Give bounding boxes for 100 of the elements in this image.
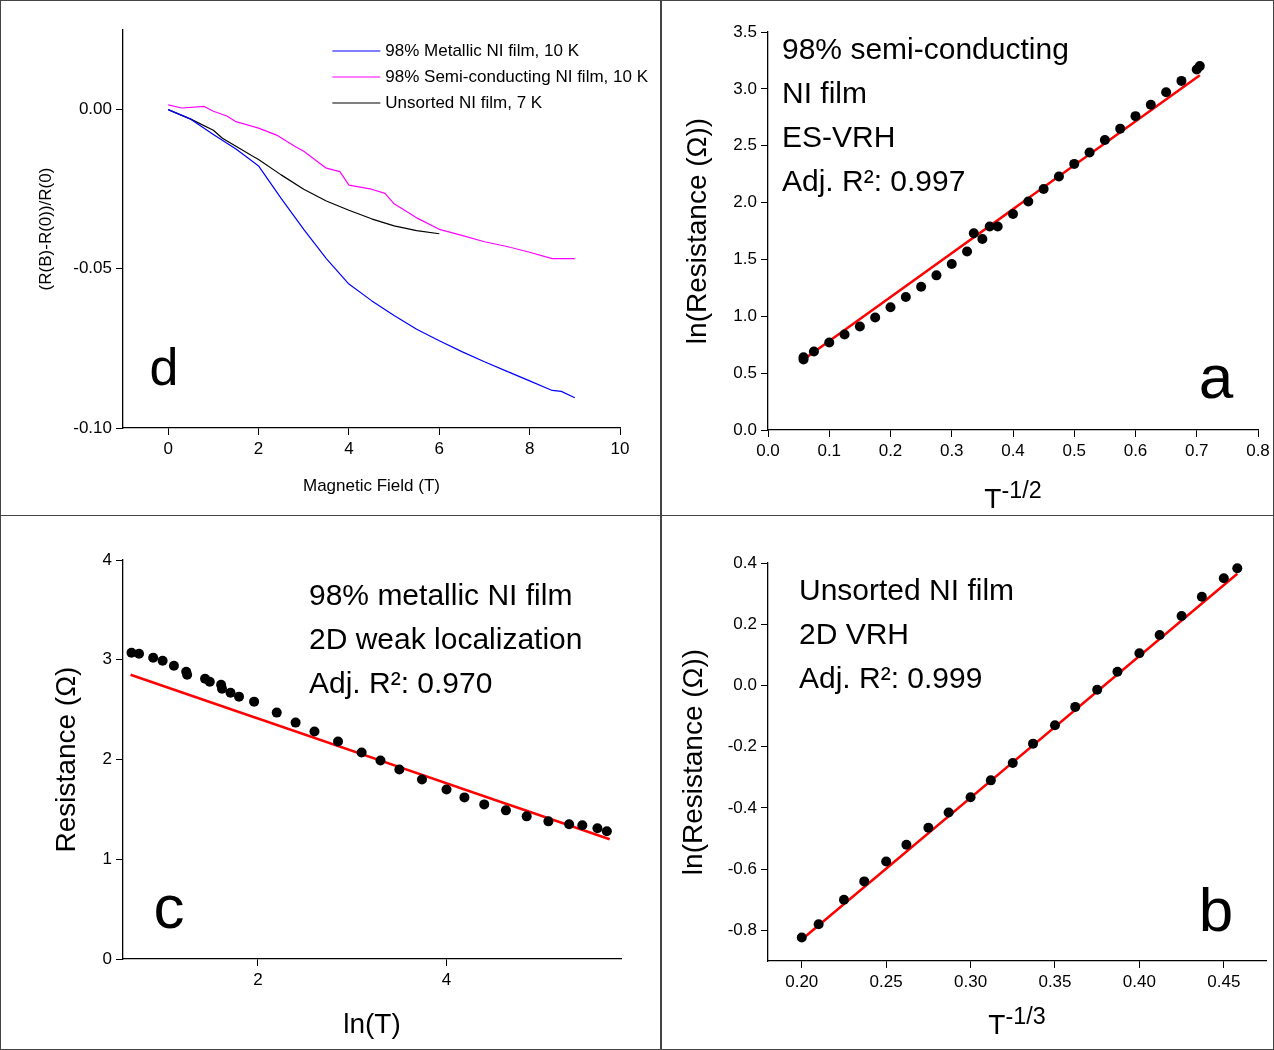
point: [1099, 135, 1110, 146]
point: [962, 246, 973, 257]
y-tick-label: 0.2: [733, 613, 757, 633]
x-tick-label: 0.40: [1122, 971, 1156, 991]
annotation: c: [153, 872, 185, 942]
y-tick-label: 0.0: [733, 419, 757, 439]
point: [356, 747, 367, 758]
point: [1038, 183, 1049, 194]
point: [500, 805, 511, 816]
point: [859, 876, 870, 887]
x-axis-title: ln(T): [342, 1007, 402, 1041]
annotation: 98% metallic NI film: [309, 578, 573, 612]
y-tick-label: -0.4: [727, 797, 757, 817]
annotation: a: [1198, 342, 1234, 412]
y-tick-label: -0.2: [727, 736, 757, 756]
y-tick-label: 2: [102, 749, 112, 769]
x-tick-label: 0: [163, 438, 173, 458]
x-tick-label: 10: [610, 438, 630, 458]
x-tick-label: 4: [441, 969, 452, 989]
legend-label: 98% Metallic NI film, 10 K: [385, 40, 580, 60]
annotation: Unsorted NI film: [799, 573, 1015, 607]
point: [1112, 666, 1123, 677]
point: [592, 823, 603, 834]
point: [1130, 111, 1141, 122]
x-tick-label: 0.30: [954, 971, 988, 991]
x-tick-label: 2: [253, 969, 263, 989]
point: [290, 717, 301, 728]
point: [839, 329, 850, 340]
y-tick-label: 3.5: [733, 21, 757, 41]
x-tick-label: 0.3: [939, 440, 964, 460]
point: [1049, 720, 1060, 731]
y-axis-title: Resistance (Ω): [49, 666, 81, 853]
x-tick-label: 0.2: [878, 440, 903, 460]
x-tick-label: 0.0: [756, 440, 780, 460]
annotation: ES-VRH: [782, 120, 896, 154]
x-tick-label: 0.45: [1207, 971, 1241, 991]
point: [1092, 684, 1103, 695]
point: [1134, 648, 1145, 659]
point: [234, 691, 245, 702]
point: [854, 321, 865, 332]
point: [838, 894, 849, 905]
y-axis-title: ln(Resistance (Ω)): [676, 648, 708, 876]
point: [1070, 701, 1081, 712]
point: [271, 707, 282, 718]
x-tick-label: 0.35: [1038, 971, 1072, 991]
point: [479, 799, 490, 810]
y-tick-label: 1.0: [733, 305, 757, 325]
x-axis-title: Magnetic Field (T): [302, 475, 441, 497]
point: [564, 819, 575, 830]
point: [1023, 196, 1034, 207]
point: [900, 291, 911, 302]
y-tick-label: 4: [102, 549, 112, 569]
x-tick-label: 4: [344, 438, 354, 458]
point: [168, 660, 179, 671]
x-axis-title: T$^{-1/2}$: [983, 477, 1043, 517]
point: [943, 807, 954, 818]
point: [416, 774, 427, 785]
x-tick-label: 0.4: [1001, 440, 1025, 460]
y-tick-label: 3.0: [733, 78, 757, 98]
y-tick-label: 0.00: [78, 99, 112, 119]
point: [249, 696, 260, 707]
point: [521, 811, 532, 822]
annotation: 98% semi-conducting: [782, 32, 1069, 66]
point: [333, 736, 344, 747]
y-tick-label: 3: [102, 649, 112, 669]
y-tick-label: 1.5: [733, 249, 757, 269]
point: [375, 755, 386, 766]
x-tick-label: 0.25: [869, 971, 903, 991]
point: [1161, 87, 1172, 98]
point: [824, 337, 835, 348]
point: [901, 839, 912, 850]
point: [1176, 610, 1187, 621]
point: [977, 233, 988, 244]
x-tick-label: 0.1: [817, 440, 842, 460]
point: [1084, 147, 1095, 158]
y-tick-label: 1: [102, 848, 112, 868]
point: [394, 764, 405, 775]
point: [1154, 629, 1165, 640]
point: [985, 775, 996, 786]
point: [1115, 123, 1126, 134]
x-tick-label: 8: [524, 438, 535, 458]
x-tick-label: 0.6: [1123, 440, 1148, 460]
y-tick-label: -0.05: [73, 258, 112, 278]
point: [885, 302, 896, 313]
point: [309, 726, 320, 737]
point: [1196, 591, 1207, 602]
y-tick-label: 0.5: [733, 362, 757, 382]
point: [1053, 171, 1064, 182]
annotation: Adj. R²: 0.970: [309, 666, 493, 700]
point: [148, 652, 159, 663]
point: [134, 648, 145, 659]
annotation: Adj. R²: 0.997: [782, 164, 966, 198]
point: [204, 676, 215, 687]
annotation: d: [149, 338, 179, 397]
point: [992, 221, 1003, 232]
y-axis-title: (R(B)-R(0))/R(0): [35, 167, 55, 291]
annotation: 2D VRH: [799, 617, 910, 651]
point: [965, 792, 976, 803]
point: [968, 228, 979, 239]
x-tick-label: 6: [434, 438, 445, 458]
